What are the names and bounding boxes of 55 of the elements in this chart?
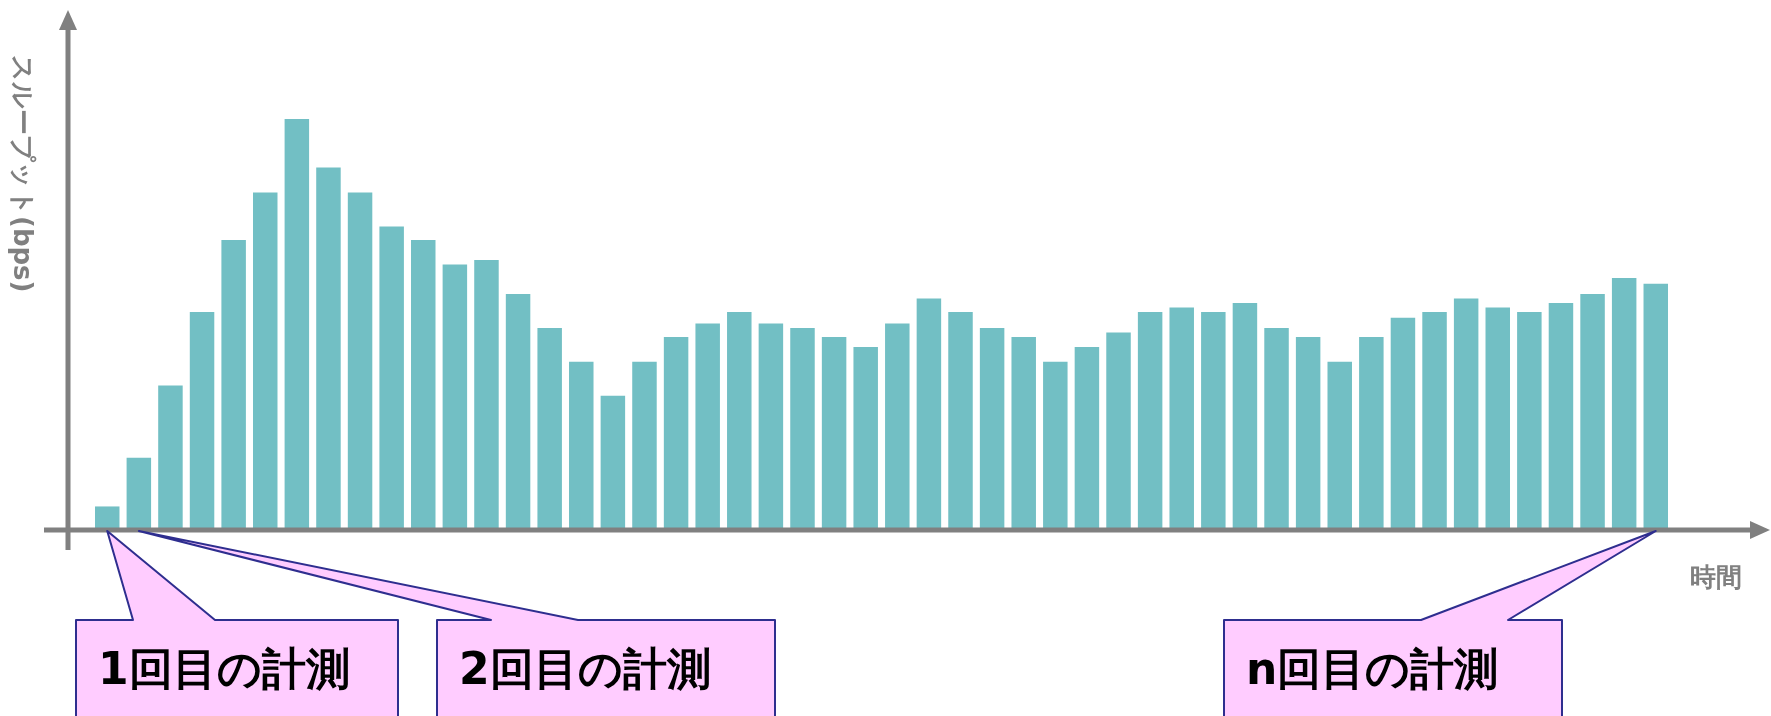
bar [632, 361, 657, 529]
bar [885, 323, 910, 529]
bar [1643, 283, 1669, 529]
bar [1611, 278, 1637, 529]
bar [126, 457, 152, 529]
bar [94, 506, 120, 529]
bar [727, 312, 752, 529]
bar [758, 323, 784, 529]
bar [347, 192, 373, 529]
bar [695, 323, 720, 529]
bar [1390, 317, 1416, 529]
bar [411, 239, 436, 529]
bar [1264, 328, 1289, 529]
bar [979, 328, 1005, 529]
bar [505, 294, 531, 529]
bar [1232, 303, 1258, 529]
bar [1485, 307, 1510, 529]
bar [853, 346, 878, 529]
bar [158, 385, 183, 529]
bar [1011, 337, 1036, 529]
x-axis-title: 時間 [1690, 561, 1742, 594]
bar [474, 260, 499, 529]
bar [600, 395, 626, 529]
text: n回目の計測 [1246, 642, 1499, 696]
bar [189, 312, 215, 529]
bar [790, 328, 815, 529]
bar [1517, 312, 1542, 529]
bar [284, 119, 310, 529]
bar [1137, 312, 1163, 529]
bar [442, 264, 468, 529]
bar [1201, 312, 1226, 529]
bar [821, 337, 847, 529]
text: 1回目の計測 [98, 642, 350, 696]
bar [1422, 312, 1447, 529]
bar [1169, 307, 1194, 529]
bar [569, 361, 594, 529]
bar [1074, 346, 1100, 529]
bar [1580, 294, 1605, 529]
bar [1106, 332, 1131, 529]
bar [948, 312, 973, 529]
bar [916, 298, 942, 529]
bar [1359, 337, 1384, 529]
y-axis-title: スループット(bps) [7, 55, 39, 293]
bar [1327, 361, 1352, 529]
bar [221, 239, 246, 529]
bar [1043, 361, 1068, 529]
bar [253, 192, 278, 529]
bar [1295, 337, 1321, 529]
text: 2回目の計測 [459, 642, 711, 696]
bar [316, 167, 341, 529]
bar [537, 328, 562, 529]
bar [1548, 303, 1574, 529]
bar [663, 337, 689, 529]
bar [1453, 298, 1479, 529]
bar [379, 226, 404, 529]
